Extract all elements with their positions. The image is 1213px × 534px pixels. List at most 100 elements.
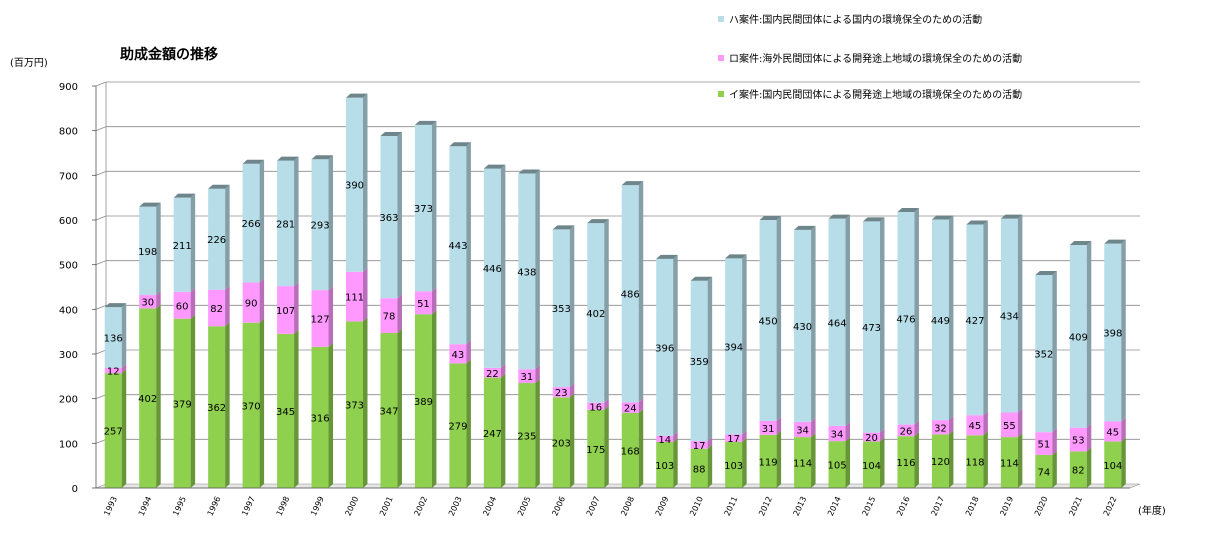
bar-side [604, 405, 609, 488]
bar-segment [794, 421, 812, 438]
bar-side [1121, 437, 1126, 488]
bar-side [776, 417, 782, 435]
bar-top [690, 276, 713, 281]
bar-side [328, 286, 334, 347]
bar-top [104, 303, 127, 308]
y-tick-label: 900 [59, 82, 78, 93]
bar-segment [897, 424, 915, 437]
data-label: 293 [310, 221, 329, 232]
bar-side [328, 155, 334, 291]
bar-segment [414, 291, 432, 315]
legend-entry: ロ案件:海外民間団体による開発途上地域の環境保全のための活動 [729, 52, 1022, 65]
data-label: 247 [483, 429, 502, 440]
y-tick-label: 100 [59, 439, 78, 450]
bar-top [587, 219, 609, 224]
bar-side [811, 433, 816, 488]
data-label: 430 [793, 322, 812, 333]
data-label: 486 [621, 290, 640, 301]
bar-side [1017, 214, 1023, 413]
bar-segment [828, 218, 846, 426]
data-label: 396 [655, 343, 674, 354]
bar-side [156, 291, 161, 309]
data-labels: 257 12 136 402 30 198 379 60 211 362 82 226 370 90 266… [104, 181, 1123, 479]
x-tick-label: 2009 [654, 495, 671, 517]
bar-side [638, 408, 644, 488]
gridline-side [95, 81, 107, 87]
bar-segment [587, 409, 605, 488]
bar-segment [173, 291, 191, 319]
data-label: 119 [759, 457, 778, 468]
data-label: 379 [173, 399, 192, 410]
gridline-side [95, 349, 107, 355]
bar-segment [1035, 432, 1053, 455]
x-tick-label: 1996 [206, 495, 223, 517]
bar-side [190, 287, 196, 319]
bar-top [725, 254, 747, 259]
data-label: 51 [417, 299, 430, 310]
bar-segment [552, 229, 570, 388]
data-label: 279 [448, 422, 467, 433]
gridline-side [95, 438, 107, 444]
bar-top [1035, 270, 1057, 275]
bar-top [966, 220, 988, 225]
bar-segment [897, 211, 915, 425]
data-label: 443 [448, 241, 467, 252]
bar-segment [242, 282, 260, 323]
data-label: 105 [827, 461, 846, 472]
bar-segment [449, 344, 467, 364]
bar-segment [414, 124, 432, 292]
bar-side [742, 437, 747, 488]
bar-side [914, 207, 919, 425]
bar-segment [104, 373, 122, 488]
data-label: 107 [276, 306, 295, 317]
data-label: 198 [138, 247, 157, 258]
bar-segment [311, 346, 329, 488]
data-label: 359 [690, 357, 709, 368]
bar-side [535, 379, 540, 488]
bar-top [518, 169, 540, 174]
x-tick-label: 2018 [964, 495, 981, 517]
bar-segment [759, 421, 777, 435]
y-tick-label: 800 [59, 127, 78, 138]
x-tick-label: 2017 [929, 495, 946, 517]
data-label: 111 [345, 293, 364, 304]
data-label: 402 [138, 394, 157, 405]
bar-segment [242, 163, 260, 283]
bar-side [1017, 408, 1023, 438]
bar-top [139, 202, 161, 207]
data-label: 226 [207, 235, 226, 246]
data-label: 473 [862, 323, 881, 334]
bar-side [569, 393, 575, 488]
bar-side [983, 431, 988, 488]
data-label: 32 [934, 423, 947, 434]
bar-segment [104, 367, 122, 374]
bar-segment [277, 333, 295, 488]
data-label: 235 [517, 432, 536, 443]
bar-top [1000, 214, 1023, 219]
data-label: 20 [865, 433, 878, 444]
x-tick-label: 1997 [240, 495, 257, 517]
bar-side [431, 287, 437, 315]
bar-side [466, 142, 471, 345]
data-label: 31 [520, 372, 533, 383]
bar-segment [208, 326, 226, 488]
bar-segment [380, 333, 398, 488]
y-tick-label: 200 [59, 395, 78, 406]
bar-side [397, 132, 402, 299]
x-tick-label: 2001 [378, 495, 395, 517]
data-label: 24 [624, 404, 637, 415]
bar-segment [725, 441, 743, 488]
bar-side [845, 437, 851, 488]
bar-segment [552, 397, 570, 488]
bar-segment [863, 432, 880, 442]
bars [104, 93, 1126, 488]
bar-side [294, 282, 299, 334]
bar-side [1121, 239, 1126, 422]
legend: ハ案件:国内民間団体による国内の環境保全のための活動ロ案件:海外民間団体による開… [718, 13, 1022, 101]
bar-side [707, 437, 713, 449]
bar-side [983, 220, 988, 416]
data-label: 114 [793, 459, 812, 470]
bar-segment [1000, 218, 1018, 413]
bar-segment [277, 160, 295, 287]
data-label: 120 [931, 457, 950, 468]
